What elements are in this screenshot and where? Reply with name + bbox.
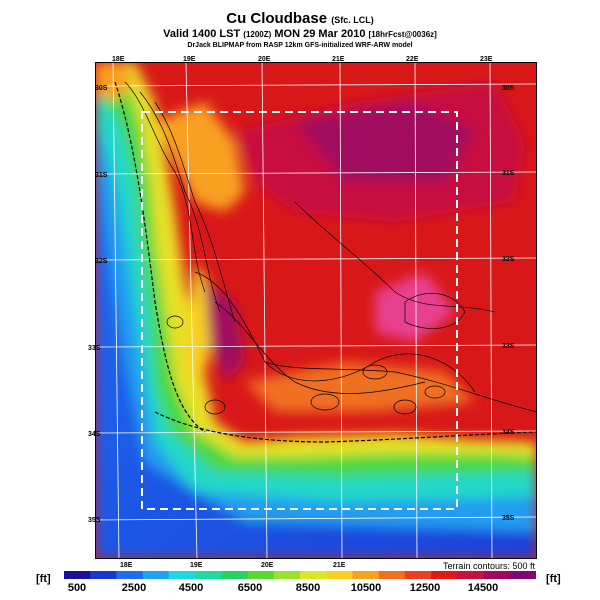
left-lat-label: 35S	[88, 517, 101, 524]
model-credit: DrJack BLIPMAP from RASP 12km GFS-initia…	[187, 42, 413, 49]
valid-time: Valid 1400 LST (1200Z) MON 29 Mar 2010 […	[163, 28, 437, 40]
colorbar-swatch	[90, 571, 117, 579]
right-lat-label: 31S	[502, 170, 515, 177]
colorbar-label: 8500	[295, 582, 321, 594]
right-lat-label: 32S	[502, 256, 515, 263]
bottom-lon-label: 18E	[120, 562, 133, 569]
terrain-contour-note: Terrain contours: 500 ft	[442, 561, 535, 571]
cloudbase-map[interactable]	[95, 62, 537, 559]
left-lat-label: 30S	[95, 85, 108, 92]
terrain-contours	[114, 81, 537, 443]
colorbar-swatch	[404, 571, 432, 579]
top-lon-label: 20E	[258, 56, 271, 63]
colorbar-swatch	[273, 571, 301, 579]
colorbar-swatch	[221, 571, 249, 579]
top-lon-label: 23E	[480, 56, 493, 63]
colorbar-swatch	[64, 571, 91, 579]
top-lon-label: 19E	[183, 56, 196, 63]
colorbar-swatch	[352, 571, 380, 579]
colorbar	[64, 571, 536, 579]
colorbar-swatch	[247, 571, 275, 579]
colorbar-unit-right: [ft]	[546, 573, 561, 585]
colorbar-swatch	[300, 571, 327, 579]
colorbar-label: 2500	[121, 582, 147, 594]
inner-domain-box	[141, 111, 458, 510]
colorbar-swatch	[116, 571, 144, 579]
map-title: Cu Cloudbase (Sfc. LCL)	[226, 10, 374, 27]
colorbar-label: 10500	[350, 582, 382, 594]
right-lat-label: 34S	[502, 429, 515, 436]
colorbar-swatch	[509, 571, 536, 579]
color-field	[95, 62, 537, 559]
colorbar-swatch	[431, 571, 458, 579]
left-lat-label: 33S	[88, 345, 101, 352]
colorbar-label: 14500	[467, 582, 499, 594]
right-lat-label: 33S	[502, 343, 515, 350]
colorbar-swatch	[378, 571, 406, 579]
left-lat-label: 31S	[95, 172, 108, 179]
colorbar-swatch	[326, 571, 353, 579]
colorbar-swatch	[168, 571, 196, 579]
colorbar-swatch	[483, 571, 511, 579]
top-lon-label: 22E	[406, 56, 419, 63]
colorbar-swatch	[195, 571, 222, 579]
top-lon-label: 18E	[112, 56, 125, 63]
lat-lon-grid	[95, 62, 537, 559]
right-lat-label: 30S	[502, 85, 515, 92]
left-lat-label: 32S	[95, 258, 108, 265]
colorbar-swatch	[457, 571, 485, 579]
bottom-lon-label: 20E	[261, 562, 274, 569]
colorbar-label: 6500	[237, 582, 263, 594]
colorbar-swatch	[142, 571, 170, 579]
bottom-lon-label: 19E	[190, 562, 203, 569]
colorbar-unit-left: [ft]	[36, 573, 51, 585]
right-lat-label: 35S	[502, 515, 515, 522]
left-lat-label: 34S	[88, 431, 101, 438]
colorbar-label: 4500	[178, 582, 204, 594]
map-frame	[95, 62, 537, 559]
colorbar-label: 500	[67, 582, 87, 594]
top-lon-label: 21E	[332, 56, 345, 63]
bottom-lon-label: 21E	[333, 562, 346, 569]
colorbar-label: 12500	[409, 582, 441, 594]
